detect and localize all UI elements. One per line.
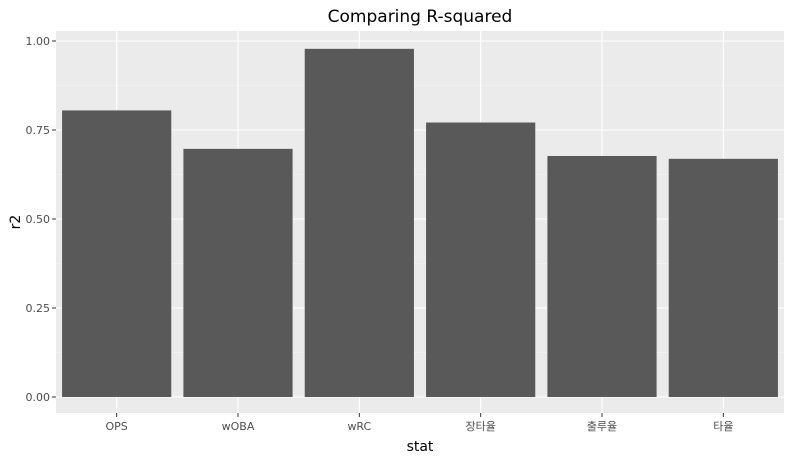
- y-axis: 0.00 0.25 0.50 0.75 1.00: [26, 35, 56, 404]
- x-tick-label: 출루율: [587, 420, 617, 433]
- x-tick-label: wOBA: [222, 420, 255, 433]
- bar-1: [183, 148, 293, 397]
- bar-4: [547, 155, 657, 397]
- y-axis-title: r2: [8, 215, 24, 230]
- bars: [62, 48, 778, 398]
- plot-panel: [56, 31, 784, 413]
- minor-gridlines: [56, 85, 784, 353]
- bar-0: [62, 110, 172, 398]
- x-tick-label: wRC: [347, 420, 371, 433]
- bar-5: [668, 158, 778, 397]
- x-tick-label: OPS: [106, 420, 128, 433]
- x-tick-label: 장타율: [465, 420, 495, 433]
- x-axis: OPS wOBA wRC 장타율 출루율 타율: [106, 413, 733, 433]
- y-tick-label: 0.75: [26, 124, 51, 137]
- x-axis-title: stat: [407, 439, 434, 455]
- bar-3: [426, 122, 536, 398]
- y-tick-label: 1.00: [26, 35, 51, 48]
- x-tick-label: 타율: [713, 420, 733, 433]
- y-tick-label: 0.50: [26, 213, 51, 226]
- y-tick-label: 0.25: [26, 302, 51, 315]
- y-tick-label: 0.00: [26, 391, 51, 404]
- bar-2: [304, 48, 414, 397]
- chart-title: Comparing R-squared: [328, 7, 513, 27]
